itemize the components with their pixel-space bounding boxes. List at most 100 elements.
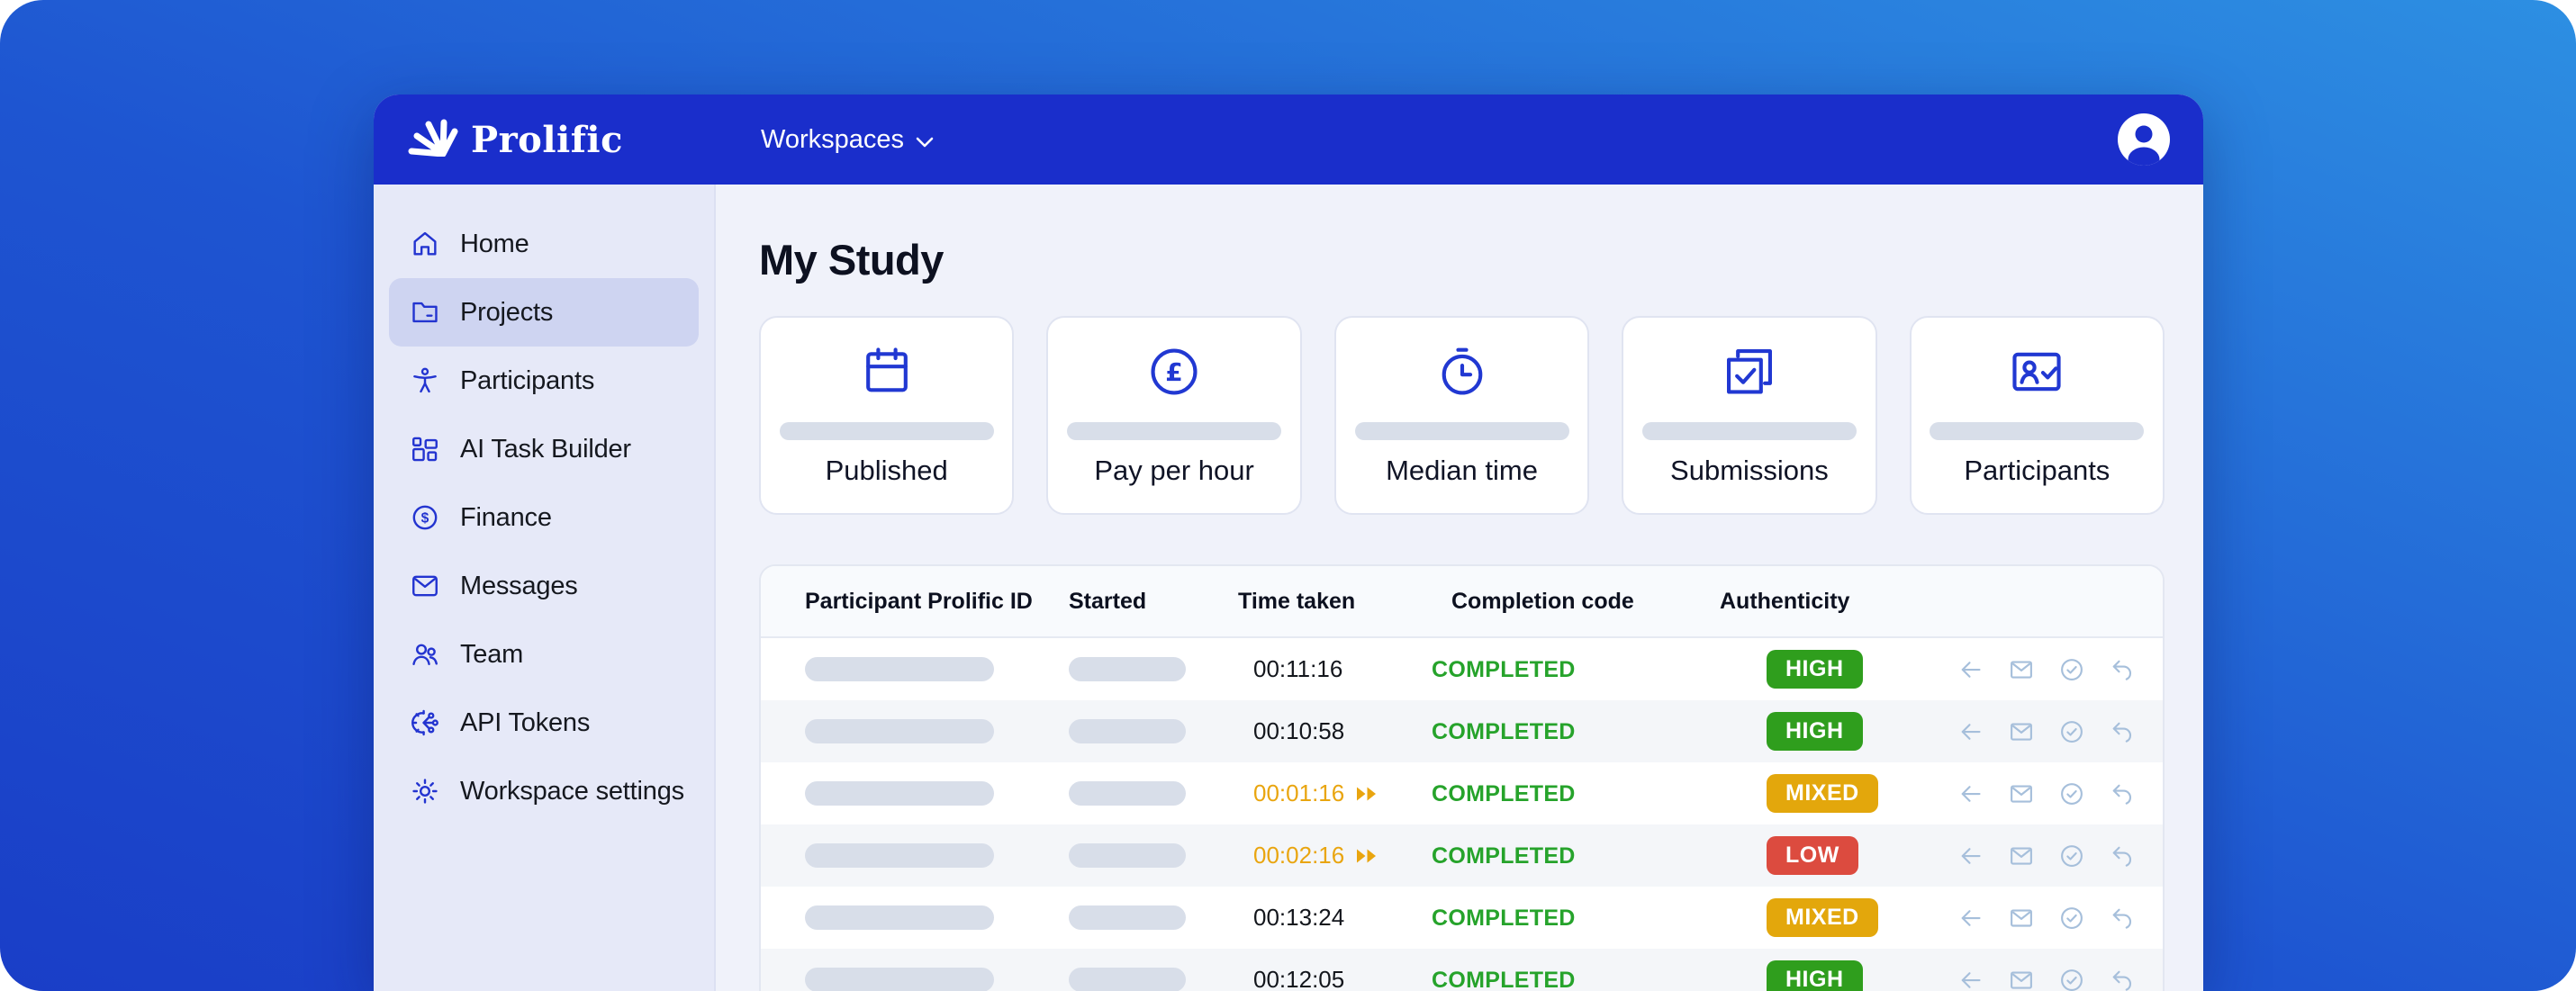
authenticity-badge: HIGH xyxy=(1767,712,1863,751)
main-content: My Study Published £ Pay per hour xyxy=(716,185,2203,991)
message-button[interactable] xyxy=(2008,656,2035,683)
stat-cards: Published £ Pay per hour Median time xyxy=(759,316,2165,515)
started-skeleton xyxy=(1069,781,1186,806)
sidebar-item-home[interactable]: Home xyxy=(389,210,699,278)
envelope-icon xyxy=(2008,656,2035,683)
started-skeleton xyxy=(1069,657,1186,681)
undo-button[interactable] xyxy=(2109,718,2136,745)
column-header-authenticity: Authenticity xyxy=(1720,588,1850,614)
return-submission-button[interactable] xyxy=(1957,967,1984,991)
sidebar-item-projects[interactable]: Projects xyxy=(389,278,699,347)
undo-button[interactable] xyxy=(2109,780,2136,807)
arrow-left-icon xyxy=(1957,905,1984,932)
completion-code-value: COMPLETED xyxy=(1432,905,1576,931)
arrow-left-icon xyxy=(1957,718,1984,745)
approve-button[interactable] xyxy=(2058,780,2085,807)
sidebar-item-api-tokens[interactable]: API Tokens xyxy=(389,689,699,757)
pound-circle-icon: £ xyxy=(1145,343,1203,401)
value-skeleton xyxy=(1641,422,1857,440)
stat-card-label: Published xyxy=(825,455,948,486)
envelope-icon xyxy=(2008,780,2035,807)
return-submission-button[interactable] xyxy=(1957,718,1984,745)
stat-card-published: Published xyxy=(759,316,1015,515)
sidebar-item-participants[interactable]: Participants xyxy=(389,347,699,415)
undo-button[interactable] xyxy=(2109,905,2136,932)
gear-icon xyxy=(410,776,440,806)
envelope-icon xyxy=(410,571,440,601)
arrow-left-icon xyxy=(1957,967,1984,991)
id-card-check-icon xyxy=(2008,343,2065,401)
stat-card-submissions: Submissions xyxy=(1622,316,1877,515)
submissions-table: Participant Prolific ID Started Time tak… xyxy=(759,564,2165,991)
stopwatch-icon xyxy=(1433,343,1491,401)
sidebar-item-label: Finance xyxy=(460,502,552,532)
stat-card-label: Median time xyxy=(1386,455,1538,486)
check-circle-icon xyxy=(2058,842,2085,869)
undo-icon xyxy=(2109,780,2136,807)
approve-button[interactable] xyxy=(2058,718,2085,745)
return-submission-button[interactable] xyxy=(1957,656,1984,683)
check-circle-icon xyxy=(2058,967,2085,991)
return-submission-button[interactable] xyxy=(1957,842,1984,869)
approve-button[interactable] xyxy=(2058,967,2085,991)
undo-icon xyxy=(2109,718,2136,745)
arrow-left-icon xyxy=(1957,842,1984,869)
check-circle-icon xyxy=(2058,780,2085,807)
prolific-logo-icon xyxy=(406,119,458,161)
app-header: Prolific Workspaces xyxy=(374,95,2203,185)
undo-button[interactable] xyxy=(2109,842,2136,869)
message-button[interactable] xyxy=(2008,905,2035,932)
calendar-icon xyxy=(858,343,916,401)
sidebar-item-team[interactable]: Team xyxy=(389,620,699,689)
gear-nodes-icon xyxy=(410,707,440,738)
svg-text:£: £ xyxy=(1165,357,1182,387)
avatar[interactable] xyxy=(2118,113,2170,166)
svg-text:$: $ xyxy=(421,510,429,526)
message-button[interactable] xyxy=(2008,780,2035,807)
sidebar: Home Projects Participants AI Task Build… xyxy=(374,185,716,991)
started-skeleton xyxy=(1069,843,1186,868)
started-skeleton xyxy=(1069,719,1186,743)
stat-card-label: Submissions xyxy=(1670,455,1829,486)
sidebar-item-workspace-settings[interactable]: Workspace settings xyxy=(389,757,699,825)
envelope-icon xyxy=(2008,905,2035,932)
authenticity-badge: MIXED xyxy=(1767,774,1878,813)
arrow-left-icon xyxy=(1957,656,1984,683)
approve-button[interactable] xyxy=(2058,905,2085,932)
return-submission-button[interactable] xyxy=(1957,905,1984,932)
undo-icon xyxy=(2109,905,2136,932)
page-title: My Study xyxy=(759,236,944,284)
stat-card-median-time: Median time xyxy=(1333,316,1590,515)
table-row: 00:12:05 COMPLETED HIGH xyxy=(761,949,2163,991)
completion-code-value: COMPLETED xyxy=(1432,657,1576,682)
time-taken-value: 00:11:16 xyxy=(1253,655,1343,682)
sidebar-item-label: Home xyxy=(460,229,529,258)
arrow-left-icon xyxy=(1957,780,1984,807)
approve-button[interactable] xyxy=(2058,842,2085,869)
undo-button[interactable] xyxy=(2109,656,2136,683)
dollar-circle-icon: $ xyxy=(410,502,440,533)
completion-code-value: COMPLETED xyxy=(1432,781,1576,806)
sidebar-item-finance[interactable]: $ Finance xyxy=(389,483,699,552)
undo-icon xyxy=(2109,967,2136,991)
approve-button[interactable] xyxy=(2058,656,2085,683)
sidebar-item-messages[interactable]: Messages xyxy=(389,552,699,620)
workspaces-label: Workspaces xyxy=(761,124,905,154)
envelope-icon xyxy=(2008,967,2035,991)
message-button[interactable] xyxy=(2008,718,2035,745)
sidebar-item-label: Workspace settings xyxy=(460,776,684,806)
person-icon xyxy=(410,365,440,396)
return-submission-button[interactable] xyxy=(1957,780,1984,807)
table-body: 00:11:16 COMPLETED HIGH 00:10:58 C xyxy=(761,638,2163,991)
message-button[interactable] xyxy=(2008,842,2035,869)
time-taken-value: 00:01:16 xyxy=(1253,779,1345,806)
time-taken-value: 00:12:05 xyxy=(1253,966,1345,991)
envelope-icon xyxy=(2008,842,2035,869)
message-button[interactable] xyxy=(2008,967,2035,991)
sidebar-item-label: Projects xyxy=(460,297,554,327)
sidebar-item-ai-task-builder[interactable]: AI Task Builder xyxy=(389,415,699,483)
time-taken-value: 00:13:24 xyxy=(1253,904,1345,931)
workspaces-menu[interactable]: Workspaces xyxy=(761,95,934,185)
undo-button[interactable] xyxy=(2109,967,2136,991)
stat-card-label: Participants xyxy=(1964,455,2111,486)
